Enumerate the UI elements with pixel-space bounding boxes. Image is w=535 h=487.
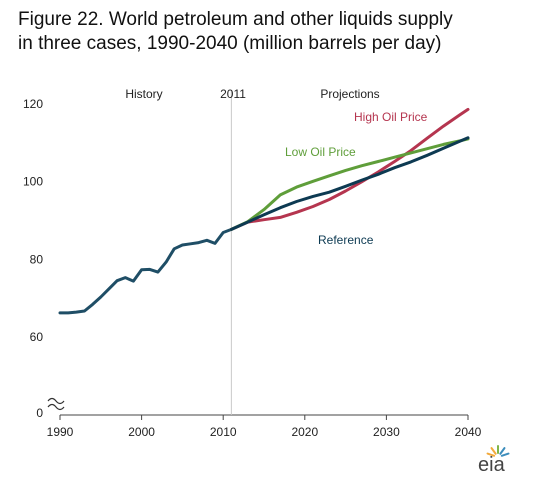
sunburst-ray — [499, 447, 506, 455]
eia-logo: eia — [478, 445, 510, 476]
chart-title-line-2: in three cases, 1990-2040 (million barre… — [18, 33, 442, 54]
y-tick-label: 120 — [23, 97, 43, 111]
band-labels: History 2011 Projections — [125, 87, 379, 101]
x-axis: 1990 2000 2010 2020 2030 2040 — [47, 414, 482, 439]
y-tick-label: 100 — [23, 175, 43, 189]
x-tick-label: 2000 — [128, 425, 155, 439]
axis-break-icon — [47, 397, 65, 411]
sunburst-icon — [486, 445, 510, 457]
x-tick-label: 2040 — [455, 425, 482, 439]
series-line-low — [229, 137, 470, 231]
y-axis-labels: 0 60 80 100 120 — [23, 97, 43, 420]
projections-band-label: Projections — [320, 87, 379, 101]
y-tick-label: 80 — [30, 252, 44, 266]
sunburst-ray — [486, 452, 496, 457]
y-tick-label: 0 — [36, 406, 43, 420]
series-line-high — [229, 107, 470, 231]
history-band-label: History — [125, 87, 162, 101]
x-tick-label: 2030 — [373, 425, 400, 439]
x-tick-label: 1990 — [47, 425, 74, 439]
series-line-reference — [229, 136, 470, 231]
y-tick-label: 60 — [30, 330, 44, 344]
eia-logo-text: eia — [478, 454, 506, 476]
series-line-history — [58, 227, 233, 315]
series-label-high-oil-price: High Oil Price — [354, 110, 428, 124]
chart-title: Figure 22. World petroleum and other liq… — [18, 8, 523, 56]
sunburst-ray — [500, 452, 510, 457]
x-tick-label: 2010 — [210, 425, 237, 439]
series-labels: High Oil Price Low Oil Price Reference — [285, 110, 428, 247]
sunburst-ray — [490, 447, 497, 455]
series-lines — [58, 107, 470, 315]
x-tick-label: 2020 — [291, 425, 318, 439]
series-label-reference: Reference — [318, 233, 374, 247]
series-label-low-oil-price: Low Oil Price — [285, 145, 356, 159]
divider-year-label: 2011 — [220, 87, 246, 101]
chart-title-line-1: Figure 22. World petroleum and other liq… — [18, 9, 453, 30]
